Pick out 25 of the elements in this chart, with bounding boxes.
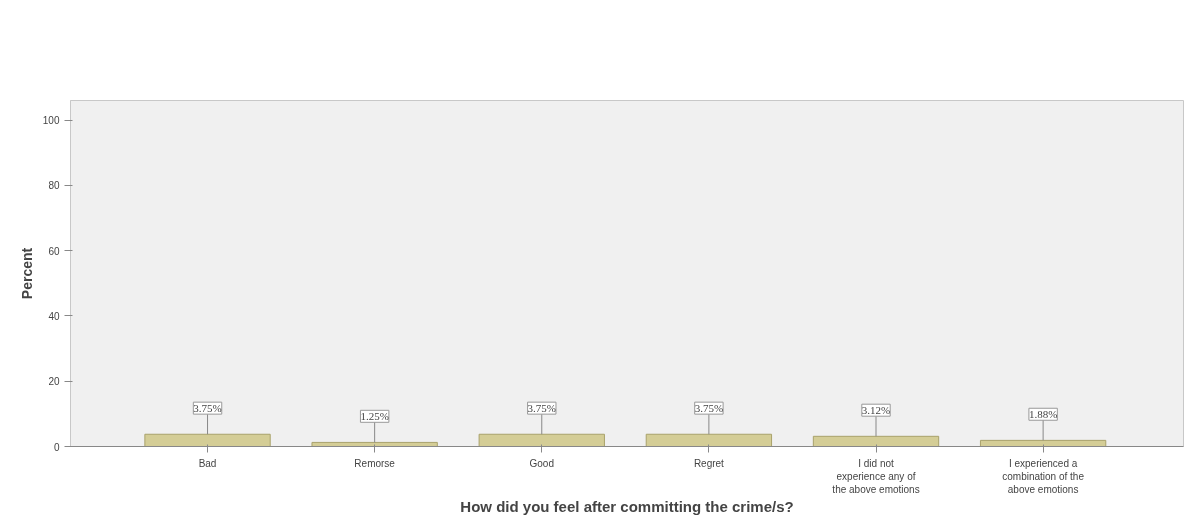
y-tick-label: 40 [48, 310, 60, 322]
bar [812, 435, 940, 447]
bar [144, 433, 271, 447]
x-tick-label: Good [529, 457, 555, 469]
y-tick-label: 100 [42, 115, 60, 127]
data-label: 1.25% [360, 410, 389, 423]
y-axis-title: Percent [18, 247, 35, 300]
x-tick-label: Regret [693, 457, 725, 469]
data-label: 3.75% [193, 402, 222, 415]
x-tick-label: I experienced a combination of the above emotions [1002, 457, 1085, 495]
x-tick-label: Remorse [354, 457, 396, 469]
y-tick-label: 20 [48, 376, 60, 388]
x-tick-label: I did not experience any of the above emotions [832, 457, 920, 495]
data-label: 3.75% [527, 402, 556, 415]
y-tick-label: 60 [48, 245, 60, 257]
x-tick-label: Bad [198, 457, 217, 469]
data-label: 1.88% [1028, 408, 1058, 421]
data-label: 3.12% [861, 404, 891, 417]
bar [979, 439, 1107, 447]
y-tick-label: 80 [48, 180, 60, 192]
y-tick-label: 0 [53, 441, 60, 453]
bar [478, 433, 605, 447]
bar [645, 433, 773, 447]
data-label: 3.75% [694, 402, 724, 415]
x-axis-title: How did you feel after committing the crime/s? [460, 497, 794, 515]
